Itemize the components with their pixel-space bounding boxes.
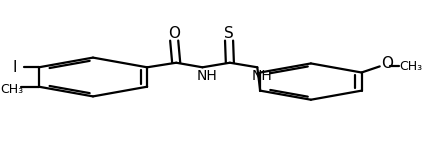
Text: I: I <box>12 60 17 75</box>
Text: O: O <box>168 26 180 41</box>
Text: O: O <box>381 56 393 71</box>
Text: CH₃: CH₃ <box>0 83 23 96</box>
Text: NH: NH <box>197 69 218 83</box>
Text: NH: NH <box>252 69 273 83</box>
Text: CH₃: CH₃ <box>399 60 422 73</box>
Text: S: S <box>224 26 234 41</box>
